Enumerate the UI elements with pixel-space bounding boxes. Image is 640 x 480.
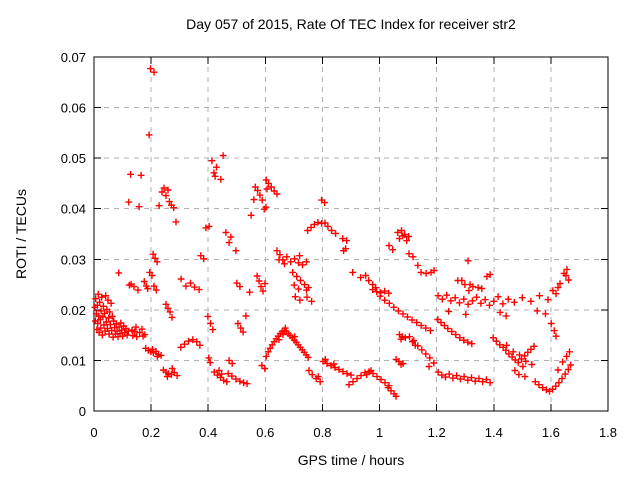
x-tick-label: 1.4 [485, 425, 503, 440]
x-tick-label: 1.8 [599, 425, 617, 440]
x-axis-title: GPS time / hours [297, 452, 405, 468]
y-tick-label: 0 [79, 404, 86, 419]
y-tick-label: 0.01 [61, 353, 86, 368]
x-tick-label: 1 [376, 425, 383, 440]
y-tick-label: 0.06 [61, 101, 86, 116]
x-tick-label: 1.2 [428, 425, 446, 440]
x-tick-label: 0.4 [199, 425, 217, 440]
y-tick-label: 0.07 [61, 50, 86, 65]
y-tick-label: 0.02 [61, 303, 86, 318]
x-tick-label: 0.8 [313, 425, 331, 440]
y-axis-title: ROTI / TECUs [13, 189, 29, 279]
data-points [91, 65, 574, 400]
y-tick-label: 0.05 [61, 151, 86, 166]
x-tick-label: 1.6 [542, 425, 560, 440]
plot-frame [93, 56, 609, 412]
chart-title: Day 057 of 2015, Rate Of TEC Index for r… [186, 16, 516, 32]
x-tick-label: 0.2 [142, 425, 160, 440]
grid-lines [94, 57, 608, 411]
tick-marks [93, 56, 609, 412]
y-tick-label: 0.04 [61, 202, 86, 217]
x-tick-label: 0.6 [256, 425, 274, 440]
x-tick-label: 0 [90, 425, 97, 440]
y-tick-label: 0.03 [61, 252, 86, 267]
